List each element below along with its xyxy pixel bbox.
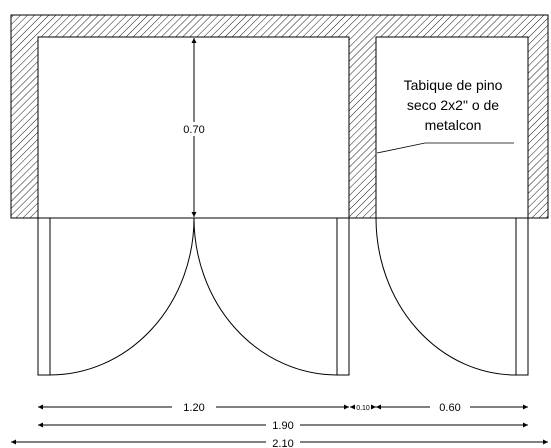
right-door-swing-arc <box>193 217 338 376</box>
left-double-door <box>37 217 350 376</box>
right-opening-label: 0.60 <box>439 402 460 414</box>
left-opening-label: 1.20 <box>183 402 204 414</box>
dimension-row-1: 1.20 0.10 0.60 <box>38 402 528 414</box>
note-line-2: seco 2x2" o de <box>407 97 499 113</box>
single-door-swing-arc <box>375 217 517 376</box>
depth-dimension: 0.70 <box>176 38 212 217</box>
dimension-row-2: 1.90 <box>38 420 528 432</box>
note-line-3: metalcon <box>425 117 482 133</box>
dimension-row-3: 2.10 <box>11 438 548 448</box>
gap-label: 0.10 <box>356 405 370 412</box>
single-door-leaf <box>515 217 529 376</box>
left-door-swing-arc <box>49 217 195 376</box>
left-door-leaf <box>37 217 51 376</box>
outer-total-label: 2.10 <box>272 438 293 448</box>
note-line-1: Tabique de pino <box>404 77 503 93</box>
depth-label: 0.70 <box>183 124 204 136</box>
right-door-leaf <box>336 217 350 376</box>
partition-note: Tabique de pino seco 2x2" o de metalcon <box>376 74 514 154</box>
right-single-door <box>375 217 529 376</box>
inner-total-label: 1.90 <box>272 420 293 432</box>
